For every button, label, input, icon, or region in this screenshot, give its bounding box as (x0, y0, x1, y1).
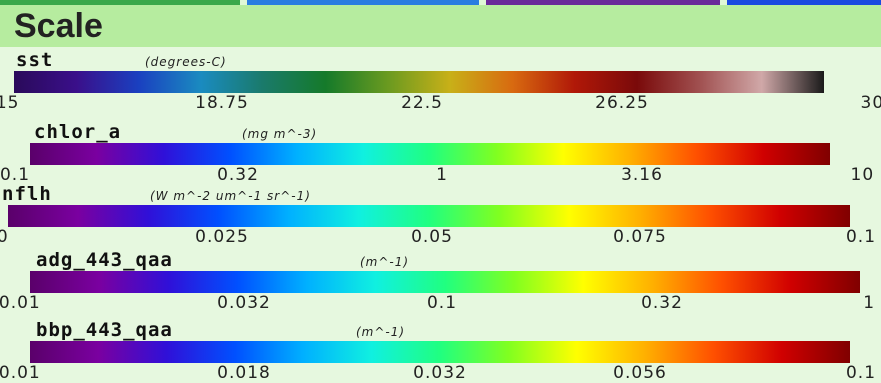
tick-label: 0.018 (217, 363, 271, 383)
colorbar-adg-443-qaa (30, 271, 860, 293)
colorbar-bbp-443-qaa (30, 341, 850, 363)
colorbar-nflh (8, 205, 850, 227)
variable-name: bbp_443_qaa (36, 319, 173, 341)
tick-label: 18.75 (195, 93, 249, 113)
tick-label: 0.1 (0, 165, 31, 185)
variable-units: (m^-1) (356, 325, 406, 339)
scale-nflh: nflh (W m^-2 um^-1 sr^-1) 0 0.025 0.05 0… (0, 181, 881, 247)
variable-name: chlor_a (34, 121, 122, 143)
tab-segment-1[interactable] (0, 0, 240, 5)
tab-segment-3[interactable] (486, 0, 720, 5)
tab-segment-4[interactable] (727, 0, 881, 5)
tab-segment-2[interactable] (247, 0, 479, 5)
scale-sst: sst (degrees-C) 15 18.75 22.5 26.25 30 (0, 47, 881, 113)
tick-label: 0.056 (613, 363, 667, 383)
tick-label: 0.05 (411, 227, 453, 247)
tick-label: 0.1 (845, 227, 877, 247)
tick-label: 0.32 (641, 293, 683, 313)
colorbar-chlor-a (30, 143, 830, 165)
panel-title: Scale (14, 7, 103, 45)
variable-name: sst (16, 49, 54, 71)
tick-label: 22.5 (401, 93, 443, 113)
tick-label: 30 (860, 93, 881, 113)
tab-strip (0, 0, 881, 6)
scale-bbp-443-qaa: bbp_443_qaa (m^-1) 0.01 0.018 0.032 0.05… (0, 319, 881, 383)
colorbar-sst (14, 71, 824, 93)
tick-label: 15 (0, 93, 20, 113)
scale-panel-header: Scale (0, 5, 881, 47)
tick-label: 0.1 (845, 363, 877, 383)
variable-units: (m^-1) (360, 255, 410, 269)
scale-chlor-a: chlor_a (mg m^-3) 0.1 0.32 1 3.16 10 (0, 119, 881, 185)
tick-label: 10 (850, 165, 875, 185)
variable-name: nflh (2, 183, 52, 205)
scale-panel: sst (degrees-C) 15 18.75 22.5 26.25 30 c… (0, 47, 881, 383)
tick-label: 1 (436, 165, 448, 185)
tick-label: 0.01 (0, 293, 41, 313)
tick-label: 0.032 (413, 363, 467, 383)
tick-label: 0.032 (217, 293, 271, 313)
tick-label: 26.25 (595, 93, 649, 113)
tick-label: 0.01 (0, 363, 41, 383)
tick-label: 0.075 (613, 227, 667, 247)
tick-label: 0.32 (217, 165, 259, 185)
tick-label: 0.025 (195, 227, 249, 247)
tick-label: 3.16 (621, 165, 663, 185)
variable-units: (W m^-2 um^-1 sr^-1) (150, 189, 311, 203)
variable-units: (mg m^-3) (242, 127, 318, 141)
scale-adg-443-qaa: adg_443_qaa (m^-1) 0.01 0.032 0.1 0.32 1 (0, 247, 881, 313)
variable-units: (degrees-C) (145, 55, 227, 69)
tick-label: 0.1 (426, 293, 458, 313)
variable-name: adg_443_qaa (36, 249, 173, 271)
tick-label: 1 (863, 293, 876, 313)
tick-label: 0 (0, 227, 9, 247)
